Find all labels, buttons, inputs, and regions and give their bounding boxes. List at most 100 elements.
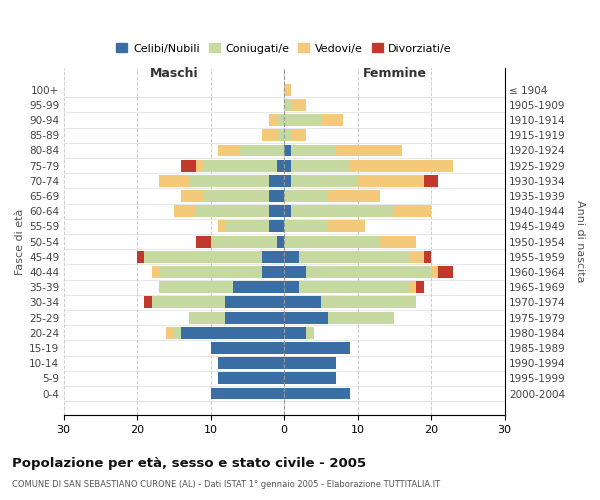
Bar (218, 144, 240, 156)
Bar (226, 296, 284, 308)
Bar (321, 114, 343, 126)
Bar (292, 144, 335, 156)
Bar (196, 236, 211, 248)
Bar (284, 342, 350, 354)
Bar (380, 236, 416, 248)
Y-axis label: Fasce di età: Fasce di età (15, 208, 25, 275)
Bar (233, 282, 284, 293)
Bar (284, 251, 299, 262)
Bar (284, 266, 306, 278)
Bar (262, 130, 277, 141)
Bar (284, 372, 335, 384)
Bar (284, 114, 321, 126)
Bar (321, 296, 416, 308)
Bar (299, 251, 409, 262)
Bar (226, 220, 269, 232)
Bar (203, 160, 277, 172)
Bar (181, 327, 284, 338)
Bar (416, 282, 424, 293)
Text: COMUNE DI SAN SEBASTIANO CURONE (AL) - Dati ISTAT 1° gennaio 2005 - Elaborazione: COMUNE DI SAN SEBASTIANO CURONE (AL) - D… (12, 480, 440, 489)
Bar (174, 206, 196, 217)
Bar (240, 144, 284, 156)
Bar (284, 282, 299, 293)
Bar (166, 327, 174, 338)
Bar (218, 220, 226, 232)
Bar (145, 251, 262, 262)
Bar (284, 130, 292, 141)
Bar (145, 296, 152, 308)
Bar (328, 220, 365, 232)
Bar (269, 206, 284, 217)
Bar (292, 175, 358, 187)
Bar (394, 206, 431, 217)
Bar (188, 175, 269, 187)
Bar (137, 251, 145, 262)
Bar (409, 251, 424, 262)
Bar (262, 251, 284, 262)
Bar (284, 236, 380, 248)
Bar (424, 175, 439, 187)
Bar (196, 206, 269, 217)
Bar (269, 114, 277, 126)
Bar (174, 327, 181, 338)
Bar (181, 160, 196, 172)
Bar (292, 206, 394, 217)
Y-axis label: Anni di nascita: Anni di nascita (575, 200, 585, 283)
Bar (306, 327, 314, 338)
Bar (284, 84, 292, 96)
Bar (284, 144, 292, 156)
Bar (226, 312, 284, 324)
Bar (277, 130, 284, 141)
Bar (284, 99, 292, 111)
Bar (218, 372, 284, 384)
Bar (284, 220, 328, 232)
Bar (292, 99, 306, 111)
Text: Maschi: Maschi (149, 67, 198, 80)
Bar (335, 144, 402, 156)
Bar (152, 266, 159, 278)
Bar (277, 160, 284, 172)
Bar (152, 296, 226, 308)
Bar (284, 327, 306, 338)
Bar (409, 282, 416, 293)
Bar (159, 266, 262, 278)
Bar (262, 266, 284, 278)
Bar (269, 190, 284, 202)
Bar (196, 160, 203, 172)
Bar (431, 266, 439, 278)
Bar (439, 266, 453, 278)
Legend: Celibi/Nubili, Coniugati/e, Vedovi/e, Divorziati/e: Celibi/Nubili, Coniugati/e, Vedovi/e, Di… (112, 39, 456, 58)
Bar (269, 220, 284, 232)
Bar (284, 190, 328, 202)
Bar (358, 175, 424, 187)
Bar (203, 190, 269, 202)
Bar (284, 388, 350, 400)
Bar (284, 206, 292, 217)
Bar (218, 357, 284, 369)
Bar (299, 282, 409, 293)
Text: Femmine: Femmine (362, 67, 427, 80)
Bar (292, 160, 350, 172)
Bar (211, 388, 284, 400)
Bar (284, 357, 335, 369)
Bar (284, 312, 328, 324)
Bar (159, 282, 233, 293)
Bar (306, 266, 431, 278)
Bar (159, 175, 188, 187)
Bar (284, 296, 321, 308)
Bar (188, 312, 226, 324)
Bar (277, 236, 284, 248)
Bar (181, 190, 203, 202)
Bar (211, 236, 277, 248)
Bar (284, 175, 292, 187)
Bar (328, 312, 394, 324)
Bar (350, 160, 453, 172)
Bar (424, 251, 431, 262)
Bar (269, 175, 284, 187)
Bar (284, 160, 292, 172)
Bar (211, 342, 284, 354)
Bar (292, 130, 306, 141)
Bar (328, 190, 380, 202)
Bar (277, 114, 284, 126)
Text: Popolazione per età, sesso e stato civile - 2005: Popolazione per età, sesso e stato civil… (12, 458, 366, 470)
